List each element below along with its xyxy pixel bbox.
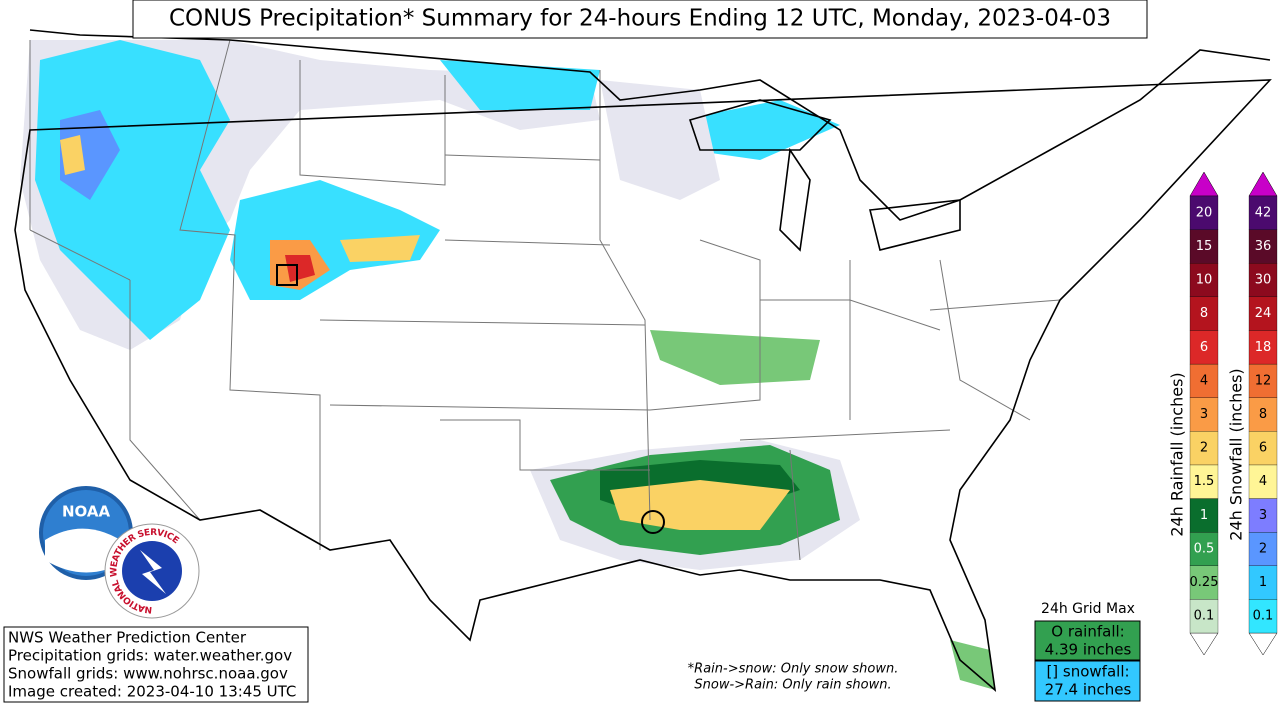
rainfall-max-line: 4.39 inches	[1045, 641, 1132, 659]
legend-title: 24h Rainfall (inches)	[1168, 372, 1187, 536]
legend-label: 18	[1255, 340, 1272, 355]
legend-label: 0.25	[1190, 575, 1219, 590]
legend-swatch	[1248, 263, 1278, 297]
legend-swatch	[1248, 498, 1278, 533]
title-box	[132, 0, 1148, 39]
rainfall-max-marker	[641, 510, 665, 534]
legend-label: 24	[1255, 306, 1272, 321]
legend-swatch	[1189, 498, 1219, 533]
legend-swatch	[1189, 195, 1219, 230]
grid-max-text: O rainfall:4.39 inches [] snowfall:27.4 i…	[1045, 623, 1132, 699]
legend-swatch	[1189, 464, 1219, 499]
legend-swatch	[1248, 397, 1278, 432]
legend-label: 36	[1255, 239, 1272, 254]
legend-label: 0.1	[1253, 609, 1274, 624]
legend-swatch	[1189, 363, 1219, 398]
legend-swatch	[1248, 599, 1278, 634]
grid-max-heading: 24h Grid Max	[1041, 601, 1135, 617]
legend-swatch	[1189, 296, 1219, 331]
legend-label: 8	[1259, 407, 1267, 422]
legend-swatch	[1189, 330, 1219, 365]
legend-swatch	[1189, 397, 1219, 432]
noaa-text: NOAA	[62, 503, 111, 521]
info-lines: NWS Weather Prediction CenterPrecipitati…	[8, 629, 296, 701]
rainfall-max-box	[1034, 620, 1141, 661]
legend-label: 15	[1196, 239, 1213, 254]
coastline	[14, 29, 1272, 692]
legend-label: 3	[1200, 407, 1208, 422]
legend-label: 1	[1259, 575, 1267, 590]
legend-swatch	[1248, 195, 1278, 230]
info-line: Snowfall grids: www.nohrsc.noaa.gov	[8, 665, 288, 683]
info-line: NWS Weather Prediction Center	[8, 629, 247, 647]
legend-label: 20	[1196, 205, 1213, 220]
precip-shading	[20, 40, 995, 690]
legend-label: 4	[1259, 474, 1267, 489]
legend-swatch	[1189, 263, 1219, 297]
legend-swatch	[1248, 532, 1278, 566]
legend-swatch	[1189, 599, 1219, 634]
legend-label: 8	[1200, 306, 1208, 321]
legend-swatch	[1248, 431, 1278, 466]
snowfall-max-box	[1034, 660, 1141, 702]
legend-label: 0.5	[1194, 541, 1215, 556]
legend-swatch	[1248, 330, 1278, 365]
legend-label: 0.1	[1194, 609, 1215, 624]
legend-label: 10	[1196, 273, 1213, 288]
legend-swatch	[1248, 565, 1278, 600]
footnote-line: *Rain->snow: Only snow shown.	[688, 662, 899, 677]
legends: 24h Rainfall (inches) 0.1 0.25 0.5 1 1.5 2 3 4 6 8…	[1168, 171, 1278, 656]
legend-label: 3	[1259, 508, 1267, 523]
legend-label: 4	[1200, 373, 1208, 388]
legend-label: 6	[1200, 340, 1208, 355]
legend-swatch	[1248, 296, 1278, 331]
legend-label: 6	[1259, 441, 1267, 456]
legend-swatch	[1189, 532, 1219, 566]
snowfall-max-marker	[276, 264, 298, 286]
footnote-line: Snow->Rain: Only rain shown.	[694, 678, 891, 693]
legend-swatch	[1248, 229, 1278, 264]
snowfall-max-line: 27.4 inches	[1045, 681, 1132, 699]
legend-label: 1.5	[1194, 474, 1215, 489]
legend-label: 30	[1255, 273, 1272, 288]
info-box	[3, 626, 309, 703]
footnote: *Rain->snow: Only snow shown.Snow->Rain:…	[688, 662, 899, 693]
legend-swatch	[1189, 565, 1219, 600]
legend-title: 24h Snowfall (inches)	[1227, 368, 1246, 540]
info-line: Precipitation grids: water.weather.gov	[8, 647, 292, 665]
great-lakes	[688, 99, 961, 252]
legend-label: 1	[1200, 508, 1208, 523]
legend-label: 12	[1255, 373, 1272, 388]
rainfall-max-line: O rainfall:	[1051, 623, 1124, 641]
title: CONUS Precipitation* Summary for 24-hour…	[169, 6, 1111, 32]
state-borders	[29, 39, 1061, 561]
legend-label: 2	[1259, 541, 1267, 556]
legend-label: 2	[1200, 441, 1208, 456]
snowfall-max-line: [] snowfall:	[1046, 663, 1129, 681]
legend-swatch	[1189, 229, 1219, 264]
info-line: Image created: 2023-04-10 13:45 UTC	[8, 683, 296, 701]
nws-logo: NATIONAL WEATHER SERVICE	[104, 523, 200, 619]
legend-label: 42	[1255, 205, 1272, 220]
